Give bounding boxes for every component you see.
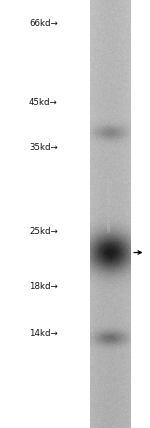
Text: www.ptglab.com: www.ptglab.com xyxy=(106,179,111,232)
Text: 14kd→: 14kd→ xyxy=(29,329,58,339)
Text: 35kd→: 35kd→ xyxy=(29,143,58,152)
Text: 45kd→: 45kd→ xyxy=(29,98,58,107)
Text: 18kd→: 18kd→ xyxy=(29,282,58,291)
Text: 66kd→: 66kd→ xyxy=(29,19,58,28)
Text: 25kd→: 25kd→ xyxy=(29,226,58,236)
